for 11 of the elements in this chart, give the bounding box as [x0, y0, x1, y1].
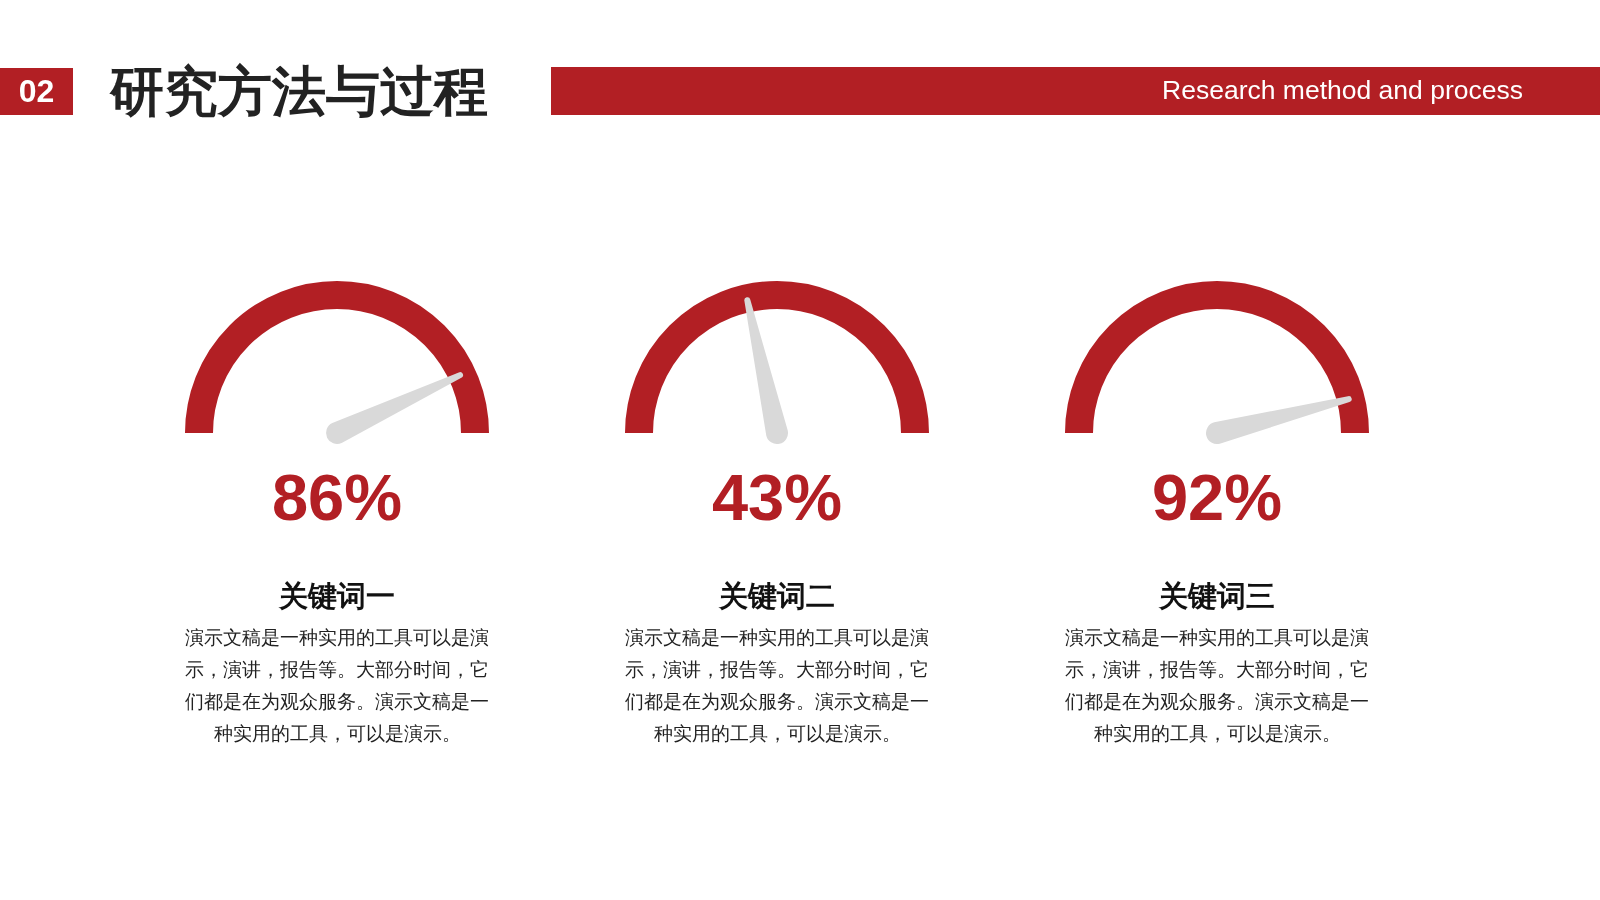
- text: 演示文稿是一种实用的工具可以是演示，演讲，报告等。大部分时间，它们都是在为观众服务。演示文稿是一种实用的工具，可以是演示。: [625, 626, 929, 746]
- category-label: 关键词二: [718, 578, 836, 615]
- category-label: 关键词一: [278, 578, 396, 615]
- category-label: 关键词三: [1158, 578, 1276, 615]
- text: 演示文稿是一种实用的工具可以是演示，演讲，报告等。大部分时间，它们都是在为观众服务。演示文稿是一种实用的工具，可以是演示。: [1065, 626, 1369, 746]
- data-label: 86%: [270, 460, 404, 536]
- text: Research method and process: [1162, 74, 1523, 107]
- data-label: 43%: [710, 460, 844, 536]
- text: 研究方法与过程: [110, 60, 488, 123]
- text: 演示文稿是一种实用的工具可以是演示，演讲，报告等。大部分时间，它们都是在为观众服务。演示文稿是一种实用的工具，可以是演示。: [185, 626, 489, 746]
- data-label: 92%: [1150, 460, 1284, 536]
